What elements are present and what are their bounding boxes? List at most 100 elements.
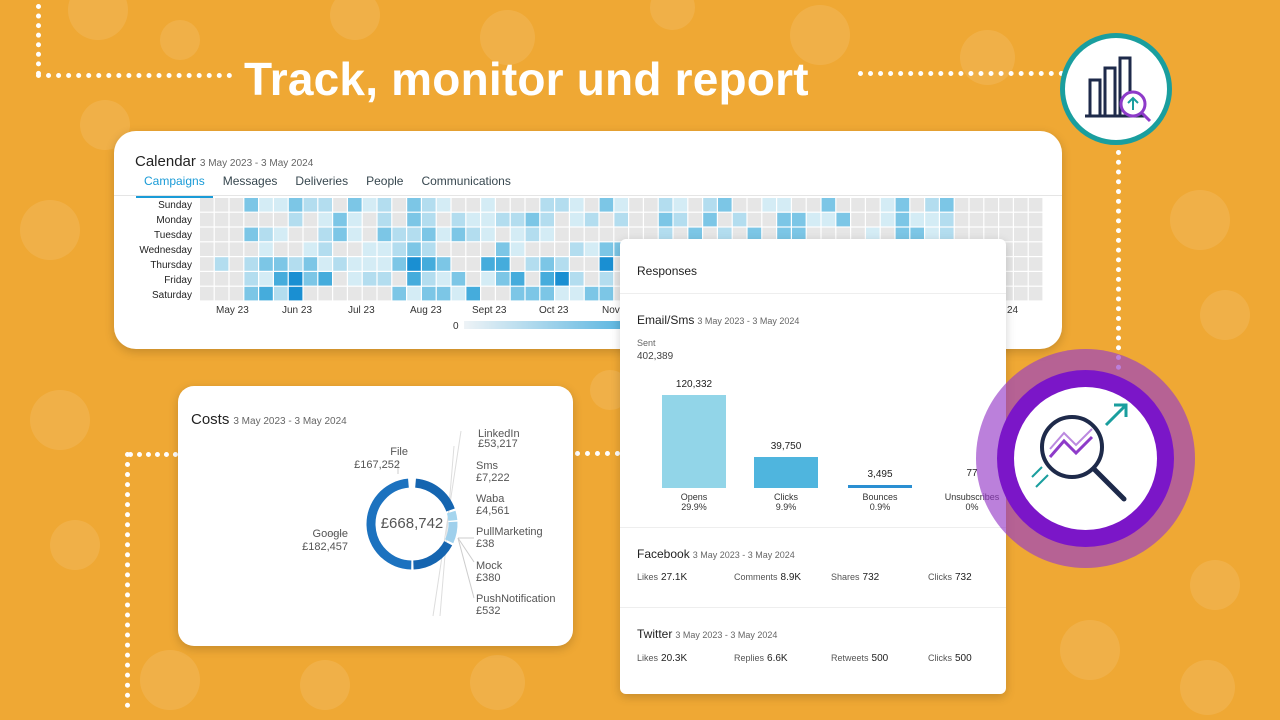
heatmap-cell bbox=[436, 227, 451, 242]
stat-value: 732 bbox=[955, 572, 972, 583]
tab-messages[interactable]: Messages bbox=[222, 174, 278, 188]
heatmap-cell bbox=[851, 198, 865, 212]
bg-bubble bbox=[1190, 560, 1240, 610]
heatmap-cell bbox=[318, 198, 332, 212]
heatmap-cell bbox=[525, 272, 540, 286]
tab-communications[interactable]: Communications bbox=[421, 174, 511, 188]
twitter-likes: Likes 20.3K bbox=[637, 653, 687, 664]
bg-bubble bbox=[68, 0, 128, 40]
heatmap-cell bbox=[422, 286, 436, 301]
heatmap-cell bbox=[999, 212, 1013, 227]
heatmap-cell bbox=[525, 286, 540, 301]
heatmap-cell bbox=[1014, 257, 1028, 271]
response-bar-value: 77 bbox=[966, 468, 978, 479]
cost-label-pullmarketing: PullMarketing bbox=[476, 526, 543, 538]
twitter-retweets: Retweets 500 bbox=[831, 653, 888, 664]
divider bbox=[620, 527, 1006, 528]
heatmap-cell bbox=[851, 227, 865, 242]
heatmap-cell bbox=[377, 198, 392, 212]
heatmap-cell bbox=[806, 198, 821, 212]
heatmap-cell bbox=[362, 242, 377, 256]
heatmap-cell bbox=[954, 212, 969, 227]
heatmap-cell bbox=[910, 212, 924, 227]
donut-segment bbox=[444, 521, 458, 544]
heatmap-cell bbox=[436, 198, 451, 212]
heatmap-cell bbox=[200, 286, 214, 301]
heatmap-cell bbox=[614, 198, 628, 212]
bg-bubble bbox=[960, 30, 1015, 85]
heatmap-cell bbox=[422, 198, 436, 212]
heatmap-cell bbox=[1028, 198, 1043, 212]
heatmap-cell bbox=[214, 212, 229, 227]
heatmap-cell bbox=[555, 272, 569, 286]
twitter-replies: Replies 6.6K bbox=[734, 653, 788, 664]
heatmap-cell bbox=[333, 227, 347, 242]
heatmap-cell bbox=[555, 257, 569, 271]
heatmap-cell bbox=[895, 198, 910, 212]
heatmap-cell bbox=[910, 227, 924, 242]
month-label: May 23 bbox=[216, 305, 249, 316]
heatmap-cell bbox=[496, 242, 510, 256]
heatmap-cell bbox=[466, 286, 480, 301]
heatmap-cell bbox=[362, 257, 377, 271]
month-label: Aug 23 bbox=[410, 305, 442, 316]
heatmap-cell bbox=[718, 212, 732, 227]
tab-deliveries[interactable]: Deliveries bbox=[295, 174, 349, 188]
heatmap-cell bbox=[392, 242, 406, 256]
heatmap-cell bbox=[629, 227, 643, 242]
heatmap-cell bbox=[436, 272, 451, 286]
cost-value-waba: £4,561 bbox=[476, 505, 510, 517]
response-bar-caption: Opens 29.9% bbox=[654, 492, 734, 512]
bg-bubble bbox=[50, 520, 100, 570]
heatmap-cell bbox=[244, 286, 258, 301]
heatmap-cell bbox=[629, 212, 643, 227]
heatmap-cell bbox=[570, 227, 584, 242]
heatmap-cell bbox=[821, 212, 836, 227]
heatmap-cell bbox=[259, 227, 273, 242]
heatmap-cell bbox=[392, 198, 406, 212]
response-bar bbox=[848, 485, 912, 488]
heatmap-cell bbox=[999, 227, 1013, 242]
donut-segment bbox=[414, 478, 455, 512]
costs-card: Costs 3 May 2023 - 3 May 2024 £668,742 Fi… bbox=[178, 386, 573, 646]
heatmap-cell bbox=[969, 227, 984, 242]
heatmap-cell bbox=[229, 212, 244, 227]
heatmap-cell bbox=[570, 198, 584, 212]
heatmap-cell bbox=[259, 257, 273, 271]
heatmap-cell bbox=[214, 257, 229, 271]
heatmap-cell bbox=[229, 227, 244, 242]
heatmap-cell bbox=[570, 286, 584, 301]
heatmap-cell bbox=[481, 198, 495, 212]
heatmap-cell bbox=[466, 227, 480, 242]
response-bar-label: Opens bbox=[680, 492, 708, 502]
heatmap-cell bbox=[762, 227, 776, 242]
heatmap-cell bbox=[658, 198, 673, 212]
heatmap-cell bbox=[584, 272, 599, 286]
heatmap-cell bbox=[570, 242, 584, 256]
tab-people[interactable]: People bbox=[366, 174, 404, 188]
tab-campaigns[interactable]: Campaigns bbox=[136, 174, 213, 198]
heatmap-cell bbox=[584, 286, 599, 301]
heatmap-cell bbox=[836, 198, 850, 212]
cost-label-waba: Waba bbox=[476, 493, 505, 505]
heatmap-cell bbox=[510, 272, 525, 286]
bg-bubble bbox=[470, 655, 525, 710]
heatmap-cell bbox=[481, 212, 495, 227]
sent-label: Sent bbox=[637, 338, 656, 348]
heatmap-cell bbox=[584, 198, 599, 212]
heatmap-cell bbox=[451, 257, 466, 271]
heatmap-cell bbox=[303, 198, 318, 212]
heatmap-cell bbox=[732, 212, 747, 227]
heatmap-cell bbox=[259, 212, 273, 227]
response-bar-value: 39,750 bbox=[770, 441, 802, 452]
heatmap-cell bbox=[1028, 227, 1043, 242]
heatmap-cell bbox=[1028, 286, 1043, 301]
heatmap-cell bbox=[866, 227, 880, 242]
heatmap-cell bbox=[614, 227, 628, 242]
heatmap-cell bbox=[362, 272, 377, 286]
heatmap-cell bbox=[377, 286, 392, 301]
heatmap-cell bbox=[1014, 212, 1028, 227]
heatmap-cell bbox=[214, 227, 229, 242]
heatmap-cell bbox=[422, 242, 436, 256]
day-label: Wednesday bbox=[139, 245, 192, 256]
